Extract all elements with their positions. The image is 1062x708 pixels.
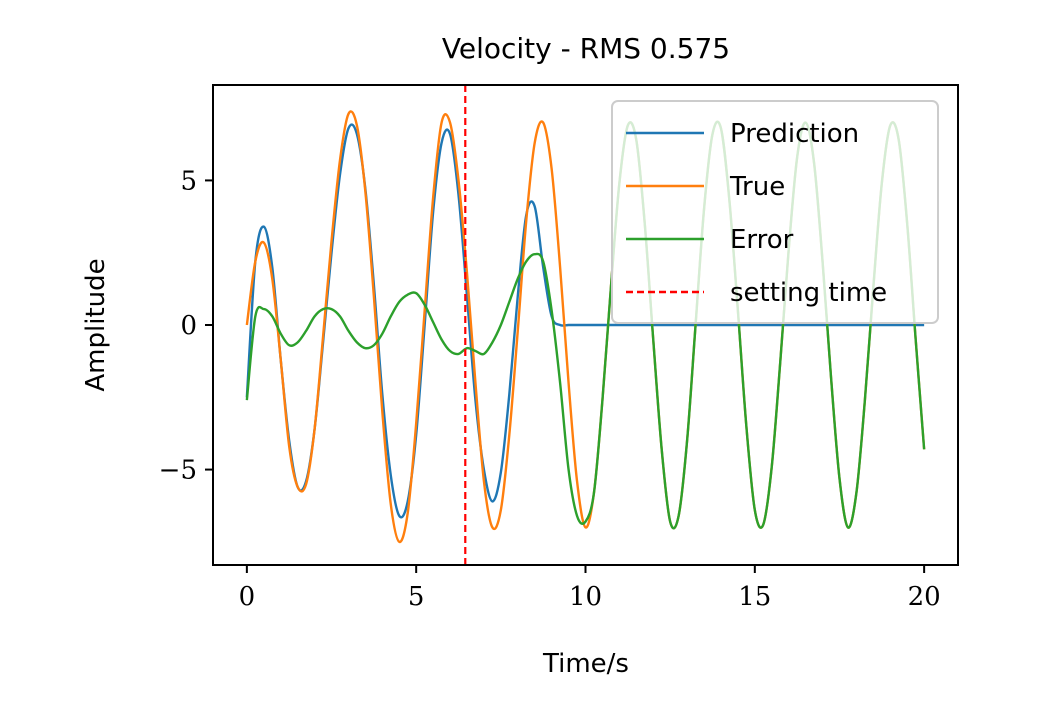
x-tick-label: 5 — [408, 582, 425, 612]
y-tick-label: 0 — [180, 311, 197, 341]
y-axis-label: Amplitude — [81, 258, 111, 391]
legend-label: True — [729, 172, 785, 202]
legend-label: Prediction — [730, 119, 859, 149]
x-tick-label: 10 — [569, 582, 602, 612]
y-tick-label: 5 — [180, 166, 197, 196]
y-tick-label: −5 — [159, 456, 197, 486]
x-tick-label: 20 — [908, 582, 941, 612]
x-axis-label: Time/s — [542, 649, 629, 679]
x-tick-label: 0 — [239, 582, 256, 612]
legend: Prediction True Error setting time — [611, 100, 939, 324]
y-axis: −5 0 5 — [159, 166, 213, 486]
legend-box — [611, 100, 939, 324]
chart-title: Velocity - RMS 0.575 — [442, 32, 730, 65]
legend-label: setting time — [730, 278, 887, 308]
x-tick-label: 15 — [738, 582, 771, 612]
x-axis: 0 5 10 15 20 — [239, 565, 941, 612]
legend-label: Error — [730, 225, 794, 255]
